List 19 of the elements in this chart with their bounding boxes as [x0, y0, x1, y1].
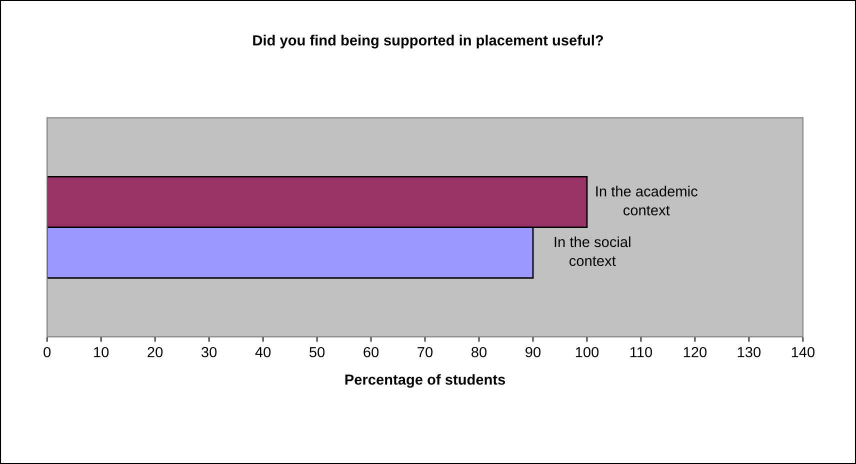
- x-tick-label: 130: [738, 346, 761, 358]
- x-tick-label: 50: [310, 346, 325, 358]
- x-tick-label: 100: [576, 346, 599, 358]
- chart-title: Did you find being supported in placement useful?: [253, 34, 603, 48]
- x-tick-label: 120: [684, 346, 707, 358]
- series-label: In the academic context: [596, 186, 698, 216]
- x-tick-label: 30: [201, 346, 217, 358]
- series-label: In the social context: [554, 236, 630, 266]
- x-tick-label: 40: [255, 346, 271, 358]
- x-tick-label: 20: [148, 346, 163, 358]
- x-tick-label: 140: [792, 346, 815, 358]
- x-tick-label: 80: [472, 346, 487, 358]
- x-tick-label: 0: [44, 346, 51, 358]
- x-tick-label: 90: [526, 346, 541, 358]
- x-tick-label: 10: [94, 346, 109, 358]
- x-tick-label: 60: [364, 346, 379, 358]
- x-tick-label: 110: [630, 346, 652, 358]
- x-tick-label: 70: [418, 346, 433, 358]
- x-axis-title: Percentage of students: [345, 374, 506, 388]
